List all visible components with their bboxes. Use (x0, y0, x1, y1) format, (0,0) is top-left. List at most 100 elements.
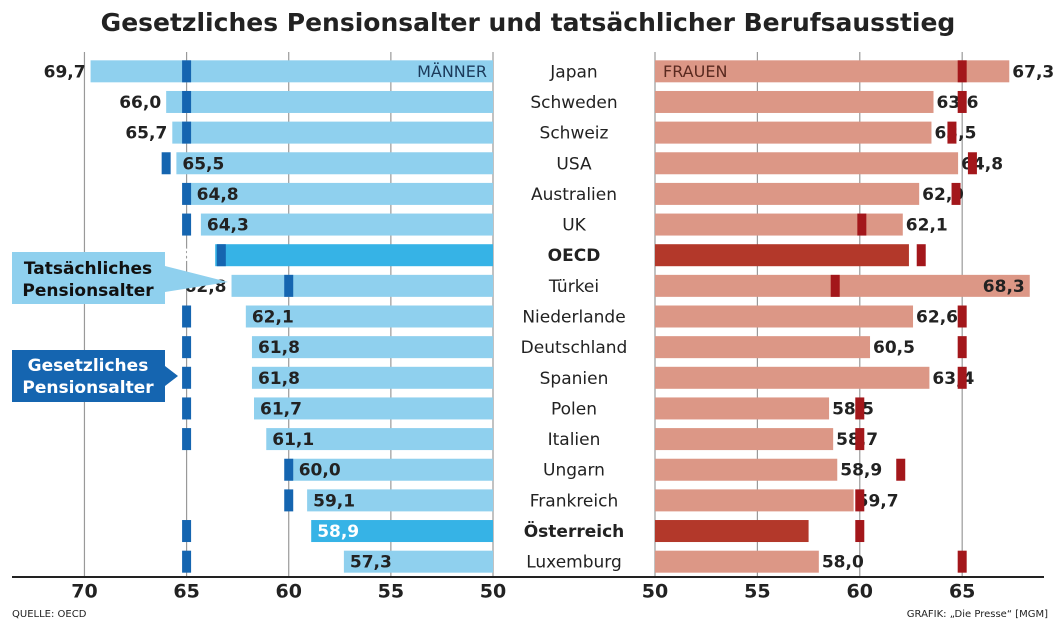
source: QUELLE: OECD (12, 609, 87, 620)
bar (655, 458, 838, 481)
legal-marker (916, 244, 926, 267)
category-label: Japan (549, 62, 597, 82)
bar (266, 428, 493, 451)
legal-marker (182, 213, 192, 236)
bar (166, 90, 493, 113)
value-label: 62,1 (252, 308, 294, 328)
value-label: 63,6 (937, 93, 979, 113)
legal-marker (957, 336, 967, 359)
category-label: Deutschland (521, 338, 628, 358)
panel-label: MÄNNER (417, 62, 487, 81)
bar (200, 213, 493, 236)
bar (343, 550, 493, 573)
category-label: USA (556, 154, 592, 174)
legal-marker (182, 305, 192, 328)
legal-marker (284, 458, 294, 481)
legend: Tatsächliches Pensionsalter Gesetzliches P… (12, 252, 228, 402)
bar (311, 520, 493, 543)
value-label: 58,5 (832, 399, 874, 419)
value-label: 60,5 (873, 338, 915, 358)
legal-marker (182, 428, 192, 451)
bar (288, 458, 493, 481)
legal-marker (855, 397, 865, 420)
legal-marker (951, 182, 961, 205)
bar (655, 397, 830, 420)
value-label: 62,1 (906, 216, 948, 236)
value-label: 61,7 (260, 399, 302, 419)
category-label: Österreich (524, 520, 625, 542)
value-label: 68,3 (983, 277, 1025, 297)
value-label: 61,8 (258, 369, 300, 389)
value-label: 60,0 (299, 461, 341, 481)
bar (655, 274, 1030, 297)
bar (655, 366, 930, 389)
value-label: 65,5 (182, 154, 224, 174)
bar (655, 182, 920, 205)
value-label: 61,8 (258, 338, 300, 358)
bar (231, 274, 493, 297)
value-label: 63,6 (168, 246, 210, 266)
category-label: Polen (551, 399, 597, 419)
value-label: 66,0 (119, 93, 161, 113)
value-label: 57,5 (812, 522, 854, 542)
value-label: 69,7 (44, 62, 86, 82)
legal-marker (284, 274, 294, 297)
bar (655, 213, 903, 236)
legal-marker (947, 121, 957, 144)
x-tick-label: 55 (744, 581, 770, 603)
legal-marker (182, 366, 192, 389)
x-tick-label: 50 (480, 581, 506, 603)
x-tick-label: 65 (173, 581, 199, 603)
value-label: 57,3 (350, 553, 392, 573)
category-label: Schweden (530, 93, 617, 113)
bar (176, 152, 493, 175)
bar (655, 152, 959, 175)
category-label: Schweiz (540, 124, 609, 144)
legal-marker (830, 274, 840, 297)
bar (254, 397, 493, 420)
legend-legal: Gesetzliches Pensionsalter (22, 356, 154, 398)
category-label: Türkei (548, 277, 599, 297)
bar (251, 366, 493, 389)
value-label: 63,4 (932, 369, 974, 389)
value-label: 65,7 (125, 124, 167, 144)
legal-marker (957, 60, 967, 83)
legal-marker (855, 489, 865, 512)
bar (90, 60, 493, 83)
bar (251, 336, 493, 359)
value-label: 64,3 (207, 216, 249, 236)
value-label: 59,1 (313, 491, 355, 511)
x-tick-label: 65 (949, 581, 975, 603)
category-label: OECD (548, 246, 601, 266)
legal-marker (161, 152, 171, 175)
x-tick-label: 60 (275, 581, 301, 603)
legal-marker (182, 182, 192, 205)
legal-marker (855, 428, 865, 451)
x-tick-label: 55 (378, 581, 404, 603)
legal-marker (957, 366, 967, 389)
bar (215, 244, 493, 267)
plot: 70 65 60 55 50 69,7 66,0 65,7 65,5 64,8 64,3 63,6 62… (12, 52, 1054, 603)
category-label: Ungarn (543, 461, 605, 481)
bar (190, 182, 493, 205)
value-label: 61,1 (272, 430, 314, 450)
category-label: UK (562, 216, 586, 236)
legal-marker (182, 60, 192, 83)
bar (655, 520, 809, 543)
bar (655, 244, 909, 267)
legal-marker (855, 520, 865, 543)
value-label: 64,8 (197, 185, 239, 205)
legal-marker (967, 152, 977, 175)
legal-marker (216, 244, 226, 267)
legal-marker (857, 213, 867, 236)
value-label: 59,7 (857, 491, 899, 511)
category-label: Frankreich (530, 491, 619, 511)
x-tick-label: 70 (71, 581, 97, 603)
value-label: 67,3 (1012, 62, 1054, 82)
legend-actual-box (12, 252, 228, 304)
bar (655, 90, 934, 113)
value-label: 64,8 (961, 154, 1003, 174)
bar (655, 428, 834, 451)
chart-title: Gesetzliches Pensionsalter und tatsächli… (101, 8, 956, 37)
legal-marker (957, 305, 967, 328)
